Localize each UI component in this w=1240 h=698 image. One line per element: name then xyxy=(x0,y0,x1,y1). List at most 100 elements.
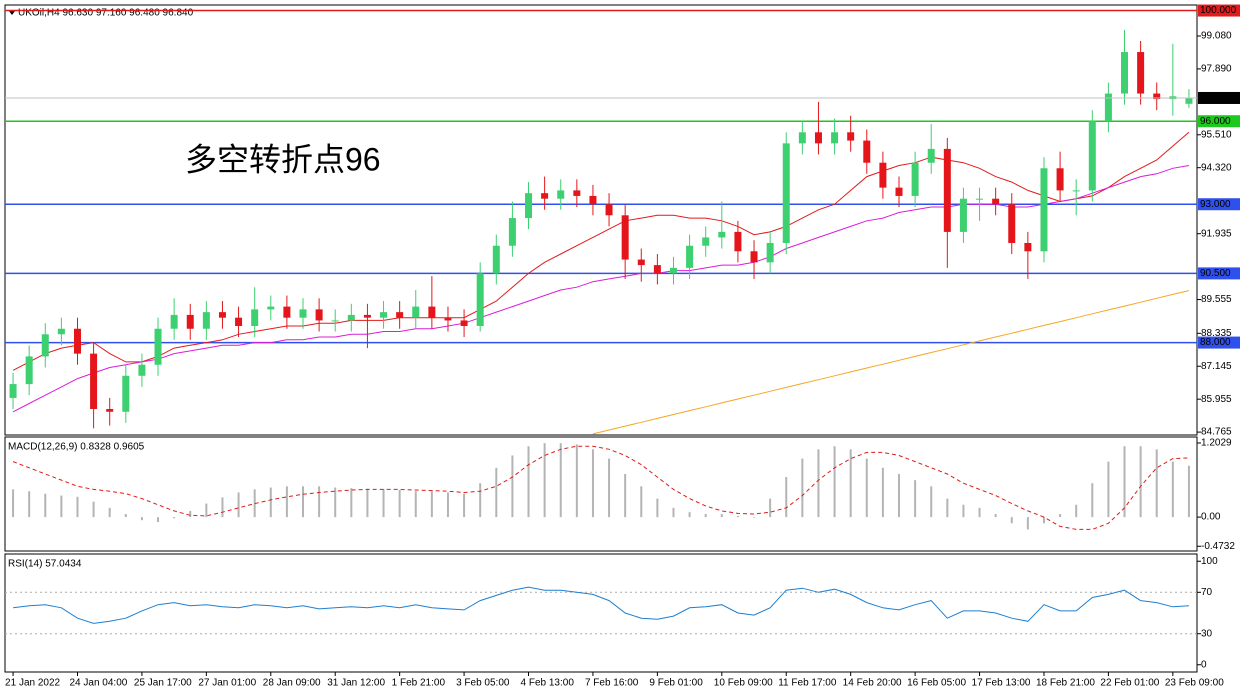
macd-bar xyxy=(157,517,160,523)
rsi-line xyxy=(13,586,1189,624)
macd-bar xyxy=(446,492,449,518)
level-label-box xyxy=(1198,267,1240,280)
macd-bar xyxy=(366,488,369,518)
macd-bar xyxy=(624,473,627,518)
candle-body xyxy=(9,384,17,398)
macd-bar xyxy=(414,491,417,518)
macd-header: MACD(12,26,9) 0.8328 0.9605 xyxy=(8,442,145,453)
candle-body xyxy=(428,306,436,318)
x-tick-label: 21 Jan 2022 xyxy=(5,678,60,689)
candle-body xyxy=(686,245,694,268)
candle-body xyxy=(122,375,130,412)
macd-bar xyxy=(382,489,385,518)
plot-area xyxy=(12,443,1190,530)
macd-bar xyxy=(44,493,47,518)
x-tick-label: 23 Feb 09:00 xyxy=(1165,678,1224,689)
x-tick-label: 1 Feb 21:00 xyxy=(392,678,446,689)
macd-bar xyxy=(672,507,675,518)
plot-area xyxy=(5,9,1197,435)
macd-bar xyxy=(688,512,691,518)
macd-bar xyxy=(76,496,79,518)
candle-body xyxy=(782,143,790,243)
candle-body xyxy=(879,162,887,188)
candle-body xyxy=(992,198,1000,205)
candle-body xyxy=(186,314,194,329)
candle-body xyxy=(734,231,742,252)
macd-bar xyxy=(898,473,900,518)
candle-body xyxy=(202,312,210,329)
macd-bar xyxy=(479,483,482,518)
macd-bar xyxy=(495,467,498,518)
macd-bar xyxy=(559,443,562,518)
macd-signal xyxy=(12,445,1189,530)
macd-bar xyxy=(785,477,788,518)
candle-body xyxy=(347,314,355,321)
candle-body xyxy=(41,334,49,357)
x-tick-label: 9 Feb 01:00 xyxy=(649,678,703,689)
macd-bar xyxy=(124,514,127,518)
candle-body xyxy=(57,328,65,335)
candle-body xyxy=(90,353,98,409)
macd-bar xyxy=(591,449,594,518)
candle-body xyxy=(814,132,822,144)
x-tick-label: 31 Jan 12:00 xyxy=(327,678,385,689)
candle-body xyxy=(1137,52,1145,94)
candle-body xyxy=(557,190,565,199)
y-tick-label: 88.335 xyxy=(1201,328,1232,339)
candle-body xyxy=(750,251,758,263)
y-tick-label: 84.765 xyxy=(1201,427,1232,438)
macd-bar xyxy=(881,467,884,518)
x-tick-label: 18 Feb 21:00 xyxy=(1036,678,1095,689)
moving-average xyxy=(12,131,1190,371)
macd-bar xyxy=(1091,483,1094,518)
macd-bar xyxy=(350,488,353,518)
y-tick-label: 95.510 xyxy=(1201,129,1232,140)
candle-body xyxy=(1056,168,1064,191)
macd-bar xyxy=(817,449,820,518)
y-tick-label: 1.2029 xyxy=(1201,438,1232,449)
level-label: 88.000 xyxy=(1200,337,1231,348)
candle-body xyxy=(895,187,903,196)
macd-bar xyxy=(221,497,224,518)
candle-body xyxy=(637,259,645,266)
macd-bar xyxy=(736,515,739,518)
level-label-box xyxy=(1198,4,1240,17)
main-panel-frame xyxy=(4,4,1198,436)
macd-bar xyxy=(1075,504,1078,518)
level-label: 90.500 xyxy=(1200,268,1231,279)
y-tick-label: 91.935 xyxy=(1201,228,1232,239)
macd-panel-frame xyxy=(4,436,1198,552)
candle-body xyxy=(718,231,726,238)
x-tick-label: 24 Jan 04:00 xyxy=(69,678,127,689)
candle-body xyxy=(380,312,388,318)
candle-body xyxy=(460,320,468,326)
candle-body xyxy=(106,408,114,412)
candle-body xyxy=(605,204,613,216)
candle-body xyxy=(702,237,710,246)
candle-body xyxy=(396,312,404,318)
candle-body xyxy=(1008,204,1016,243)
symbol-header: UKOil,H4 96.630 97.160 96.480 96.840 xyxy=(18,8,194,19)
x-tick-label: 16 Feb 05:00 xyxy=(907,678,966,689)
candle-body xyxy=(525,193,533,219)
candle-body xyxy=(1072,190,1080,192)
x-tick-label: 27 Jan 01:00 xyxy=(198,678,256,689)
candle-body xyxy=(218,312,226,318)
candle-body xyxy=(766,242,774,263)
macd-bar xyxy=(511,455,514,518)
candle-body xyxy=(1153,93,1161,100)
macd-bar xyxy=(640,486,643,518)
macd-bar xyxy=(801,458,804,518)
candle-body xyxy=(1024,242,1032,252)
level-label: 96.000 xyxy=(1200,116,1231,127)
plot-area xyxy=(5,586,1197,635)
candle-body xyxy=(492,245,500,274)
candle-body xyxy=(251,309,259,326)
macd-bar xyxy=(302,486,304,518)
x-tick-label: 3 Feb 05:00 xyxy=(456,678,510,689)
macd-bar xyxy=(575,444,578,518)
candle-body xyxy=(541,193,549,199)
macd-bar xyxy=(994,514,997,518)
y-tick-label: 87.145 xyxy=(1201,361,1232,372)
